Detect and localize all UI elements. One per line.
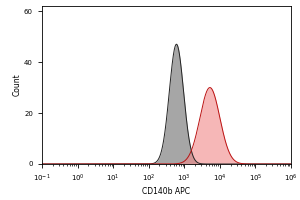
X-axis label: CD140b APC: CD140b APC <box>142 187 190 196</box>
Y-axis label: Count: Count <box>12 74 21 96</box>
